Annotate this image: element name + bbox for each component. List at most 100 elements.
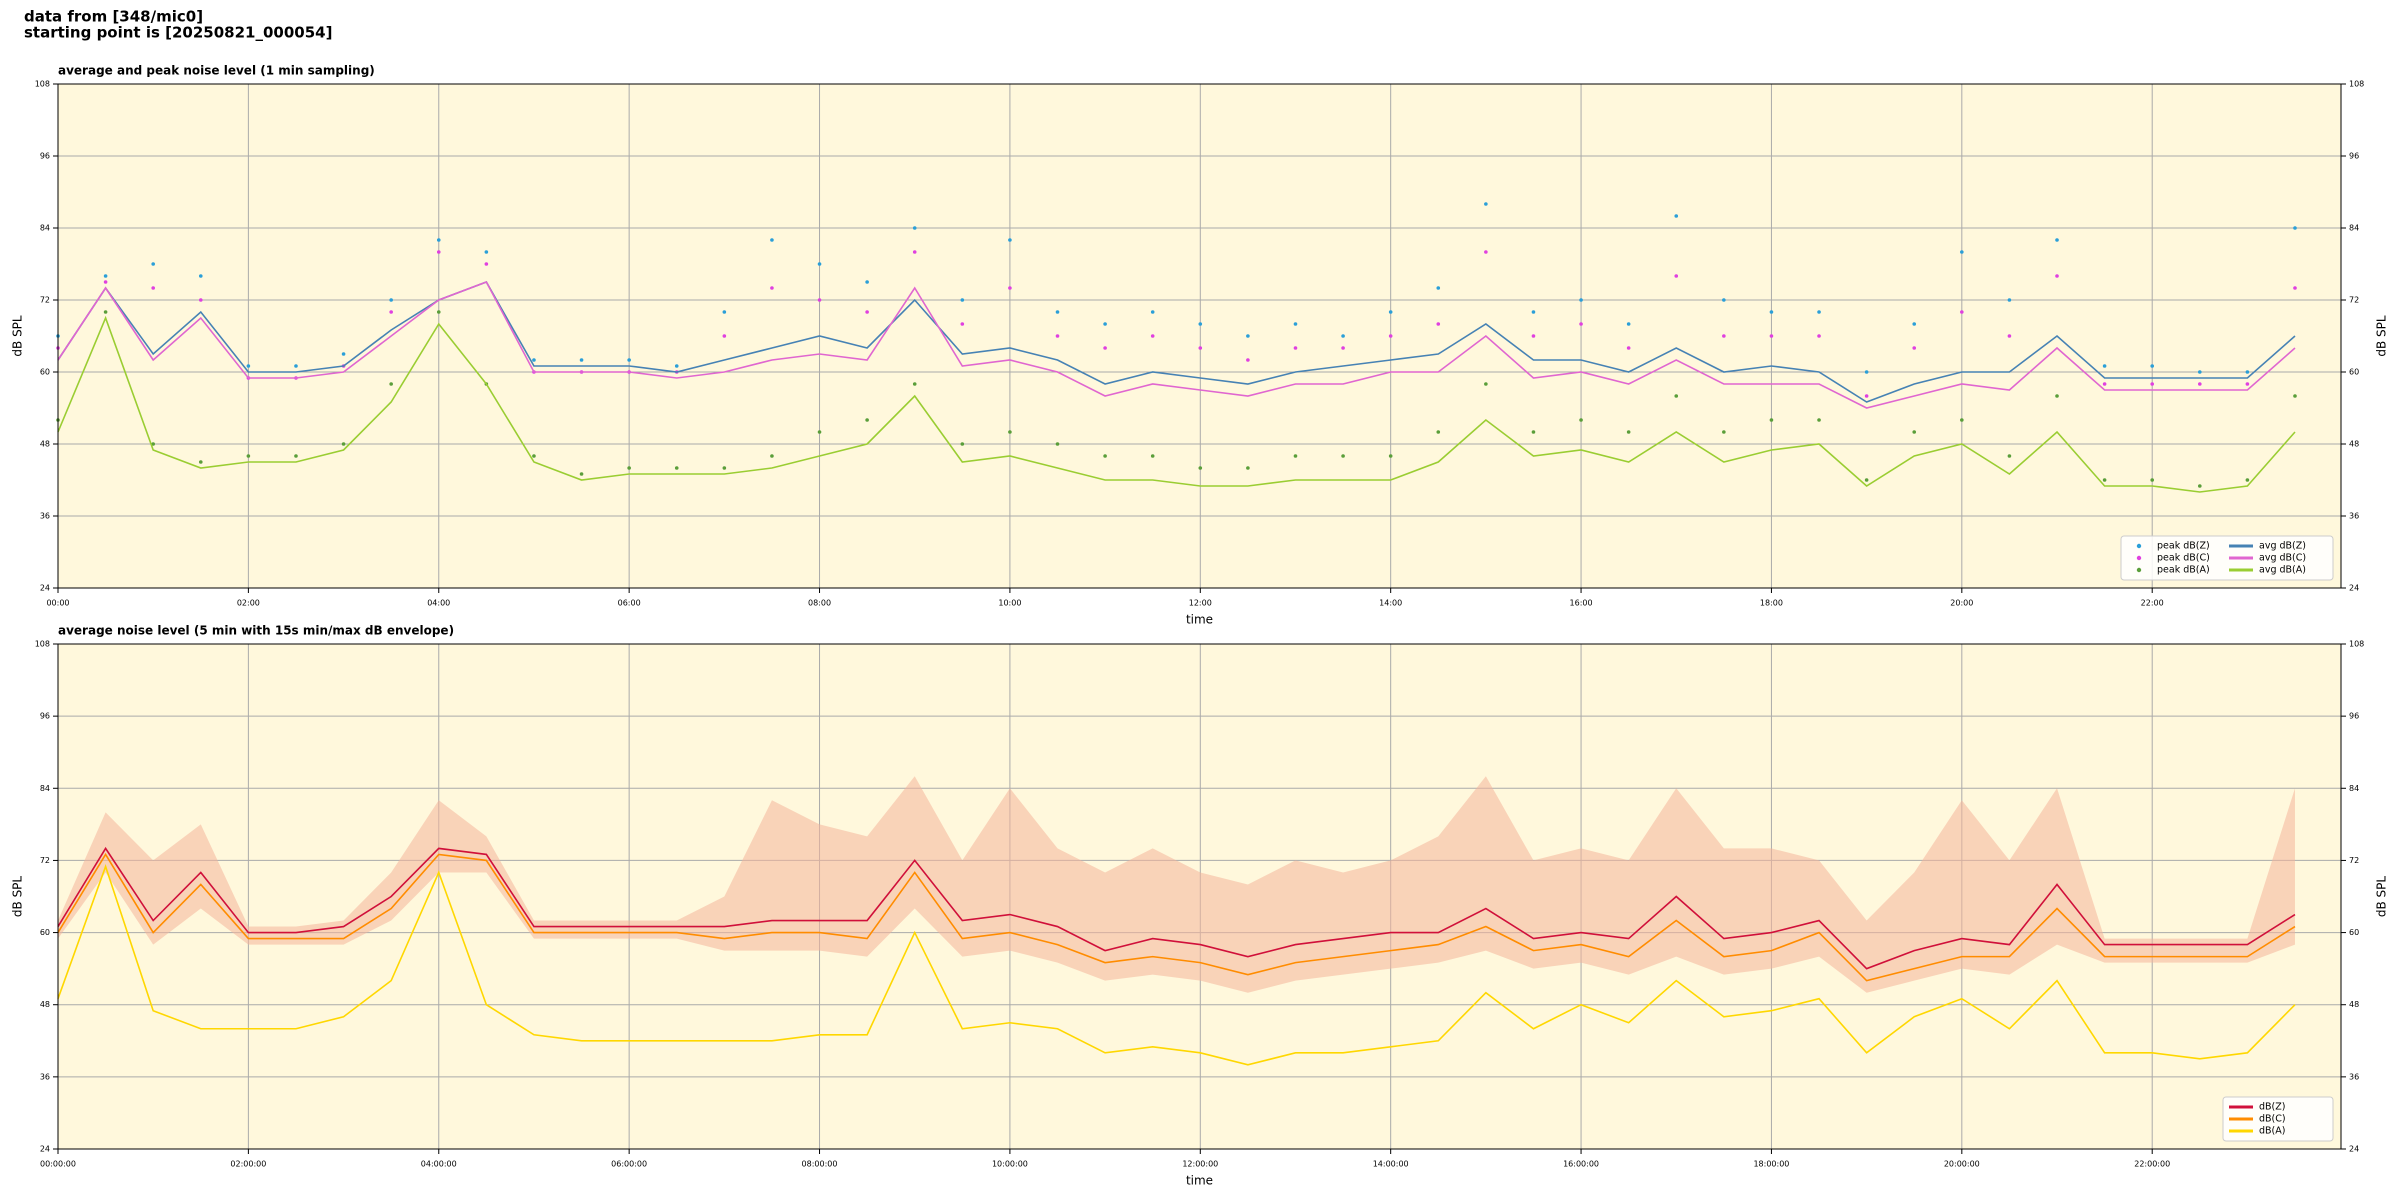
peak-point xyxy=(722,334,727,338)
peak-point xyxy=(103,274,108,278)
peak-point xyxy=(770,286,774,290)
peak-point xyxy=(1960,310,1964,314)
peak-point xyxy=(1579,298,1583,302)
x-tick-label: 00:00 xyxy=(46,599,69,608)
peak-point xyxy=(722,466,727,470)
peak-point xyxy=(770,238,774,242)
peak-point xyxy=(436,238,441,242)
peak-point xyxy=(2293,286,2297,290)
y-tick-label: 60 xyxy=(40,368,50,377)
peak-point xyxy=(1198,322,1203,326)
y-tick-label: 48 xyxy=(40,440,50,449)
peak-point xyxy=(389,382,393,386)
peak-point xyxy=(960,322,965,326)
y-tick-label: 36 xyxy=(40,512,50,521)
y-tick-label: 24 xyxy=(40,1145,50,1154)
x-tick-label: 06:00 xyxy=(618,599,641,608)
y2-tick-label: 96 xyxy=(2349,152,2359,161)
peak-point xyxy=(2055,274,2059,278)
peak-point xyxy=(627,358,631,362)
y2-tick-label: 24 xyxy=(2349,584,2359,593)
x-tick-label: 00:00:00 xyxy=(40,1160,76,1169)
peak-point xyxy=(436,250,441,254)
peak-point xyxy=(1864,478,1869,482)
legend-label: avg dB(Z) xyxy=(2259,541,2306,552)
peak-point xyxy=(1008,238,1012,242)
y2-tick-label: 84 xyxy=(2349,224,2359,233)
peak-point xyxy=(817,262,822,266)
peak-point xyxy=(151,442,155,446)
y-tick-label: 24 xyxy=(40,584,50,593)
peak-point xyxy=(1388,310,1393,314)
header-line: data from [348/mic0] xyxy=(24,8,203,26)
peak-point xyxy=(2245,382,2250,386)
peak-point xyxy=(674,364,679,368)
peak-point xyxy=(1912,322,1917,326)
x-tick-label: 06:00:00 xyxy=(611,1160,647,1169)
peak-point xyxy=(1769,334,1774,338)
y2-tick-label: 60 xyxy=(2349,928,2359,937)
peak-point xyxy=(2102,364,2107,368)
peak-point xyxy=(1531,334,1536,338)
peak-point xyxy=(1293,454,1298,458)
peak-point xyxy=(151,286,155,290)
peak-point xyxy=(1722,430,1726,434)
peak-point xyxy=(1150,454,1155,458)
x-axis-label: time xyxy=(1186,613,1213,627)
x-tick-label: 04:00:00 xyxy=(421,1160,457,1169)
peak-point xyxy=(1531,310,1536,314)
y2-axis-label: dB SPL xyxy=(2375,315,2389,357)
y-axis-label: dB SPL xyxy=(11,315,25,357)
legend-label: dB(C) xyxy=(2259,1114,2286,1125)
legend-label: avg dB(A) xyxy=(2259,565,2306,576)
peak-point xyxy=(1055,310,1060,314)
peak-point xyxy=(2007,454,2012,458)
y2-tick-label: 84 xyxy=(2349,784,2359,793)
peak-point xyxy=(1293,346,1298,350)
peak-point xyxy=(912,226,917,230)
legend-box xyxy=(2120,535,2334,581)
plot-frame xyxy=(57,643,2342,1150)
peak-point xyxy=(1722,334,1726,338)
peak-point xyxy=(1864,370,1869,374)
y2-axis-label: dB SPL xyxy=(2375,876,2389,918)
x-tick-label: 02:00:00 xyxy=(230,1160,266,1169)
peak-point xyxy=(1341,346,1345,350)
series-line xyxy=(57,863,2296,1066)
y2-tick-label: 36 xyxy=(2349,1072,2359,1081)
y-tick-label: 108 xyxy=(35,80,50,89)
peak-point xyxy=(2055,394,2059,398)
peak-point xyxy=(2150,382,2155,386)
y2-tick-label: 72 xyxy=(2349,856,2359,865)
legend-marker xyxy=(2136,555,2142,561)
peak-point xyxy=(1388,454,1393,458)
peak-point xyxy=(1055,334,1060,338)
y-tick-label: 108 xyxy=(35,640,50,649)
x-tick-label: 20:00:00 xyxy=(1944,1160,1980,1169)
peak-point xyxy=(1531,430,1536,434)
legend-marker xyxy=(2136,567,2142,573)
peak-point xyxy=(532,454,536,458)
x-tick-label: 04:00 xyxy=(427,599,450,608)
peak-point xyxy=(1246,466,1250,470)
peak-point xyxy=(722,310,727,314)
x-tick-label: 10:00:00 xyxy=(992,1160,1028,1169)
y-axis-label: dB SPL xyxy=(11,876,25,918)
chart-title: average noise level (5 min with 15s min/… xyxy=(58,624,454,638)
x-tick-label: 22:00:00 xyxy=(2134,1160,2170,1169)
peak-point xyxy=(198,460,203,464)
y2-tick-label: 108 xyxy=(2349,80,2364,89)
y-tick-label: 72 xyxy=(40,856,50,865)
peak-point xyxy=(1960,250,1964,254)
y-tick-label: 96 xyxy=(40,712,50,721)
peak-point xyxy=(627,466,631,470)
y-tick-label: 48 xyxy=(40,1000,50,1009)
peak-point xyxy=(2197,382,2202,386)
peak-point xyxy=(1198,346,1203,350)
peak-point xyxy=(817,430,822,434)
peak-point xyxy=(1626,322,1631,326)
y2-tick-label: 72 xyxy=(2349,296,2359,305)
x-tick-label: 12:00 xyxy=(1189,599,1212,608)
